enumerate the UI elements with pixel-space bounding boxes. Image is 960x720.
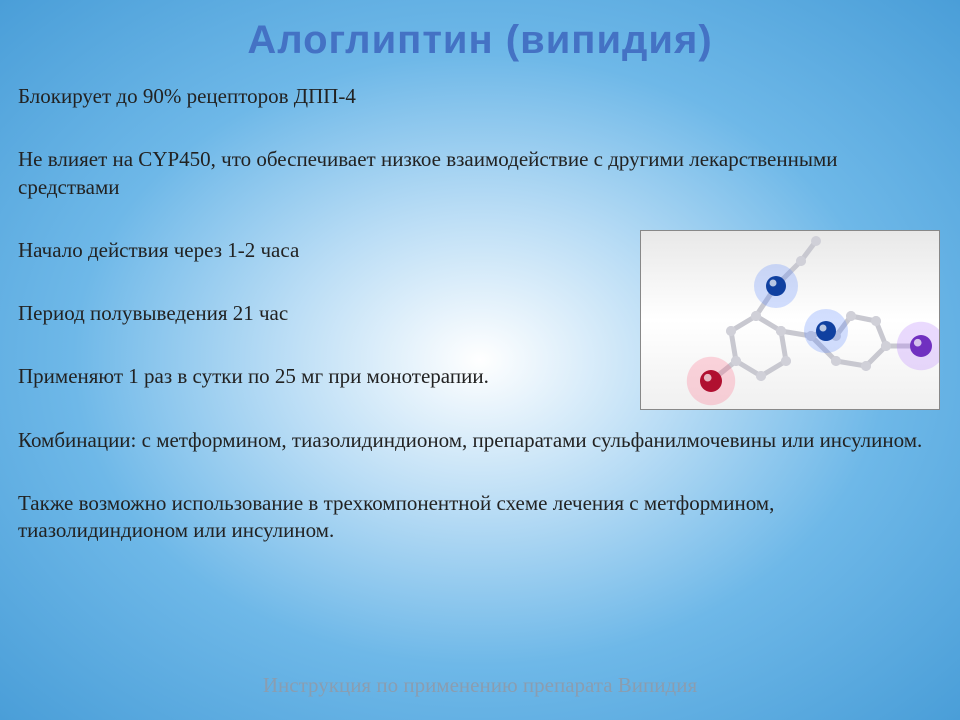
bullet-2: Не влияет на CYP450, что обеспечивает ни… xyxy=(18,146,942,201)
slide: Алоглиптин (випидия) Блокирует до 90% ре… xyxy=(0,0,960,720)
bullet-7: Также возможно использование в трехкомпо… xyxy=(18,490,942,545)
slide-title: Алоглиптин (випидия) xyxy=(0,0,960,73)
molecule-icon xyxy=(641,231,940,410)
footer-citation: Инструкция по применению препарата Випид… xyxy=(0,673,960,698)
bullet-6: Комбинации: с метформином, тиазолидиндио… xyxy=(18,427,942,454)
bullet-1: Блокирует до 90% рецепторов ДПП-4 xyxy=(18,83,942,110)
molecule-image xyxy=(640,230,940,410)
